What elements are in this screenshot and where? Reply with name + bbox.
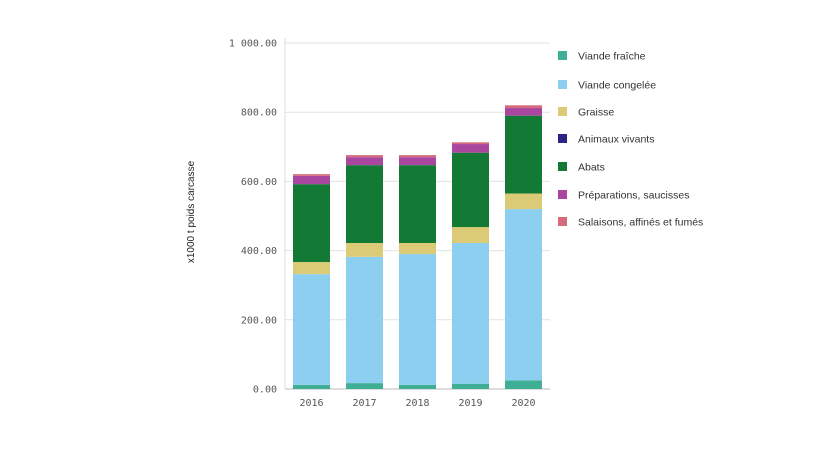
bar-segment[interactable] [505,193,542,210]
y-tick-label: 0.00 [253,385,277,396]
y-tick-label: 200.00 [241,315,277,326]
legend-item[interactable]: Salaisons, affinés et fumés [558,217,703,229]
bar-segment[interactable] [452,383,489,389]
bar-segment[interactable] [293,262,330,275]
legend: Viande fraîche Viande congelée Graisse Anim… [558,51,703,229]
x-tick-label: 2017 [352,398,376,409]
legend-swatch [558,162,567,171]
legend-item[interactable]: Préparations, saucisses [558,190,689,202]
legend-label: Graisse [578,107,614,119]
y-tick-label: 1 000.00 [229,39,277,50]
legend-item[interactable]: Graisse [558,107,614,119]
bar-segment[interactable] [293,174,330,176]
bar-segment[interactable] [452,144,489,153]
bar-segment[interactable] [346,383,383,389]
x-tick-label: 2020 [511,398,535,409]
x-tick-label: 2018 [405,398,429,409]
bar-segment[interactable] [505,115,542,194]
bar-segment[interactable] [399,254,436,385]
legend-swatch [558,51,567,60]
legend-item[interactable]: Viande congelée [558,80,656,92]
legend-swatch [558,80,567,89]
bar-segment[interactable] [293,184,330,263]
bar-segment[interactable] [452,152,489,228]
bar-segment[interactable] [399,157,436,166]
bar-segment[interactable] [399,242,436,255]
y-tick-label: 400.00 [241,246,277,257]
legend-item[interactable]: Abats [558,162,605,174]
legend-swatch [558,217,567,226]
bar-segment[interactable] [346,155,383,158]
bar-segment[interactable] [346,242,383,257]
bars [293,105,542,389]
bar-segment[interactable] [505,209,542,381]
legend-label: Viande congelée [578,80,656,92]
legend-item[interactable]: Animaux vivants [558,134,654,146]
x-tick-label: 2019 [458,398,482,409]
legend-label: Préparations, saucisses [578,190,689,202]
legend-label: Abats [578,162,605,174]
bar-segment[interactable] [293,384,330,389]
bar-segment[interactable] [452,142,489,145]
x-tick-label: 2016 [299,398,323,409]
legend-swatch [558,190,567,199]
y-tick-label: 800.00 [241,108,277,119]
bar-segment[interactable] [505,108,542,116]
bar-segment[interactable] [452,242,489,384]
legend-swatch [558,107,567,116]
bar-segment[interactable] [452,227,489,243]
bar-segment[interactable] [346,165,383,243]
bar-segment[interactable] [346,256,383,384]
bar-segment[interactable] [505,105,542,109]
legend-label: Animaux vivants [578,134,654,146]
bar-segment[interactable] [346,157,383,166]
bar-segment[interactable] [399,155,436,158]
bar-segment[interactable] [505,380,542,389]
bar-segment[interactable] [293,175,330,185]
y-tick-label: 600.00 [241,177,277,188]
bar-segment[interactable] [399,165,436,243]
legend-swatch [558,134,567,143]
bar-segment[interactable] [293,274,330,385]
legend-item[interactable]: Viande fraîche [558,51,646,63]
legend-label: Salaisons, affinés et fumés [578,217,703,229]
axes: 0.00 200.00 400.00 600.00 800.00 1 000.00 2016… [229,38,536,409]
y-axis-label: x1000 t poids carcasse [186,160,197,263]
bar-segment[interactable] [399,384,436,389]
legend-label: Viande fraîche [578,51,646,63]
